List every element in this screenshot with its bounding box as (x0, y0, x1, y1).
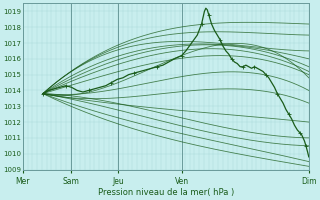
X-axis label: Pression niveau de la mer( hPa ): Pression niveau de la mer( hPa ) (98, 188, 234, 197)
